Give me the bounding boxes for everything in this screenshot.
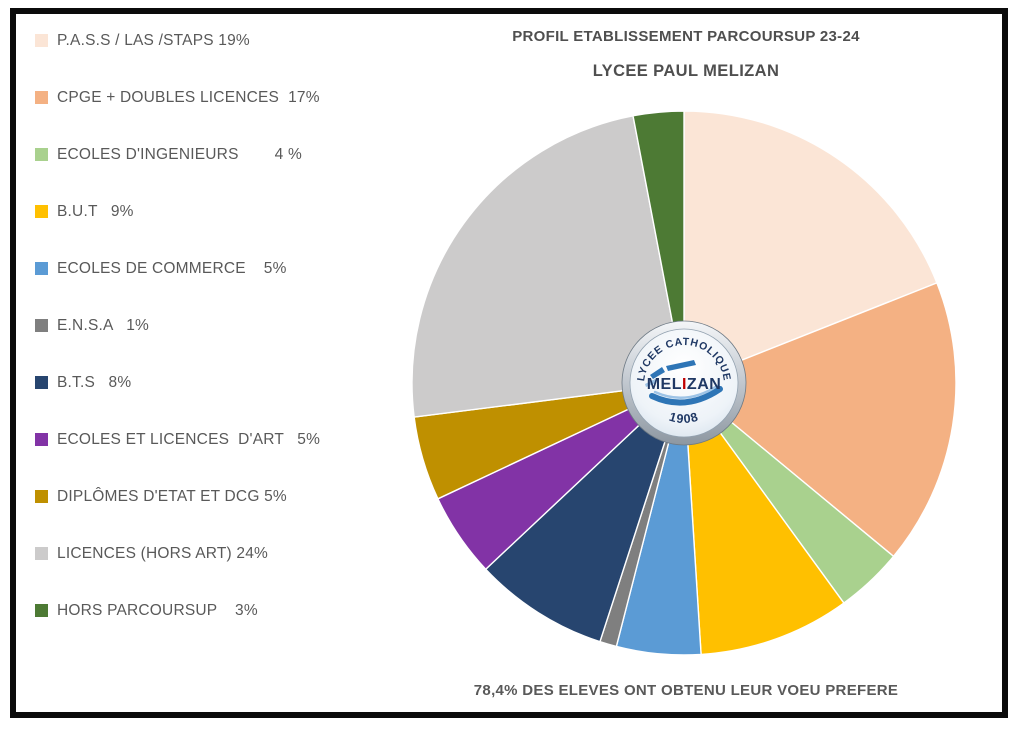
legend-item-label: CPGE + DOUBLES LICENCES 17% [57, 88, 320, 106]
legend-item-label: E.N.S.A 1% [57, 316, 149, 334]
pie-chart-svg: LYCEE CATHOLIQUE MELIZAN 1908 [411, 110, 957, 656]
chart-caption: 78,4% DES ELEVES ONT OBTENU LEUR VOEU PR… [473, 682, 899, 699]
legend-item: ECOLES D'INGENIEURS 4 % [35, 126, 320, 183]
legend-swatch [35, 34, 48, 47]
poster-content: P.A.S.S / LAS /STAPS 19% CPGE + DOUBLES L… [16, 14, 1002, 712]
legend-item: ECOLES DE COMMERCE 5% [35, 240, 320, 297]
legend-swatch [35, 319, 48, 332]
legend-swatch [35, 205, 48, 218]
legend-swatch [35, 262, 48, 275]
pie-chart: LYCEE CATHOLIQUE MELIZAN 1908 [409, 108, 959, 658]
legend-item-label: HORS PARCOURSUP 3% [57, 601, 258, 619]
legend: P.A.S.S / LAS /STAPS 19% CPGE + DOUBLES L… [35, 12, 320, 639]
center-badge: LYCEE CATHOLIQUE MELIZAN 1908 [621, 320, 747, 446]
chart-subtitle: LYCEE PAUL MELIZAN [592, 62, 780, 80]
badge-swoosh-icon [649, 384, 723, 406]
pie-slice-6 [485, 382, 685, 643]
badge-roof-icon [645, 360, 696, 387]
badge-face [629, 328, 739, 438]
pie-slice-0 [683, 110, 938, 384]
legend-swatch [35, 433, 48, 446]
legend-item: DIPLÔMES D'ETAT ET DCG 5% [35, 468, 320, 525]
chart-title: PROFIL ETABLISSEMENT PARCOURSUP 23-24 [512, 28, 860, 45]
legend-swatch [35, 490, 48, 503]
pie-slices [411, 110, 957, 656]
legend-swatch [35, 148, 48, 161]
pie-slice-1 [683, 282, 957, 558]
pie-slice-9 [411, 115, 685, 418]
badge-year: 1908 [668, 410, 701, 427]
legend-swatch [35, 91, 48, 104]
pie-slice-10 [632, 110, 685, 384]
legend-item-label: ECOLES ET LICENCES D'ART 5% [57, 430, 321, 448]
pie-slice-3 [683, 382, 845, 656]
legend-item: P.A.S.S / LAS /STAPS 19% [35, 12, 320, 69]
legend-item: B.U.T 9% [35, 183, 320, 240]
legend-item-label: DIPLÔMES D'ETAT ET DCG 5% [57, 487, 287, 505]
legend-item: CPGE + DOUBLES LICENCES 17% [35, 69, 320, 126]
poster-frame: P.A.S.S / LAS /STAPS 19% CPGE + DOUBLES L… [10, 8, 1008, 718]
legend-item-label: B.U.T 9% [57, 202, 134, 220]
legend-swatch [35, 604, 48, 617]
legend-item: LICENCES (HORS ART) 24% [35, 525, 320, 582]
legend-swatch [35, 376, 48, 389]
legend-item-label: LICENCES (HORS ART) 24% [57, 544, 269, 562]
legend-item: HORS PARCOURSUP 3% [35, 582, 320, 639]
legend-item: B.T.S 8% [35, 354, 320, 411]
legend-item-label: ECOLES D'INGENIEURS 4 % [57, 145, 302, 163]
legend-item: E.N.S.A 1% [35, 297, 320, 354]
legend-item-label: ECOLES DE COMMERCE 5% [57, 259, 287, 277]
legend-item: ECOLES ET LICENCES D'ART 5% [35, 411, 320, 468]
legend-swatch [35, 547, 48, 560]
legend-item-label: P.A.S.S / LAS /STAPS 19% [57, 31, 250, 49]
legend-item-label: B.T.S 8% [57, 373, 132, 391]
badge-name: MELIZAN [647, 376, 722, 393]
